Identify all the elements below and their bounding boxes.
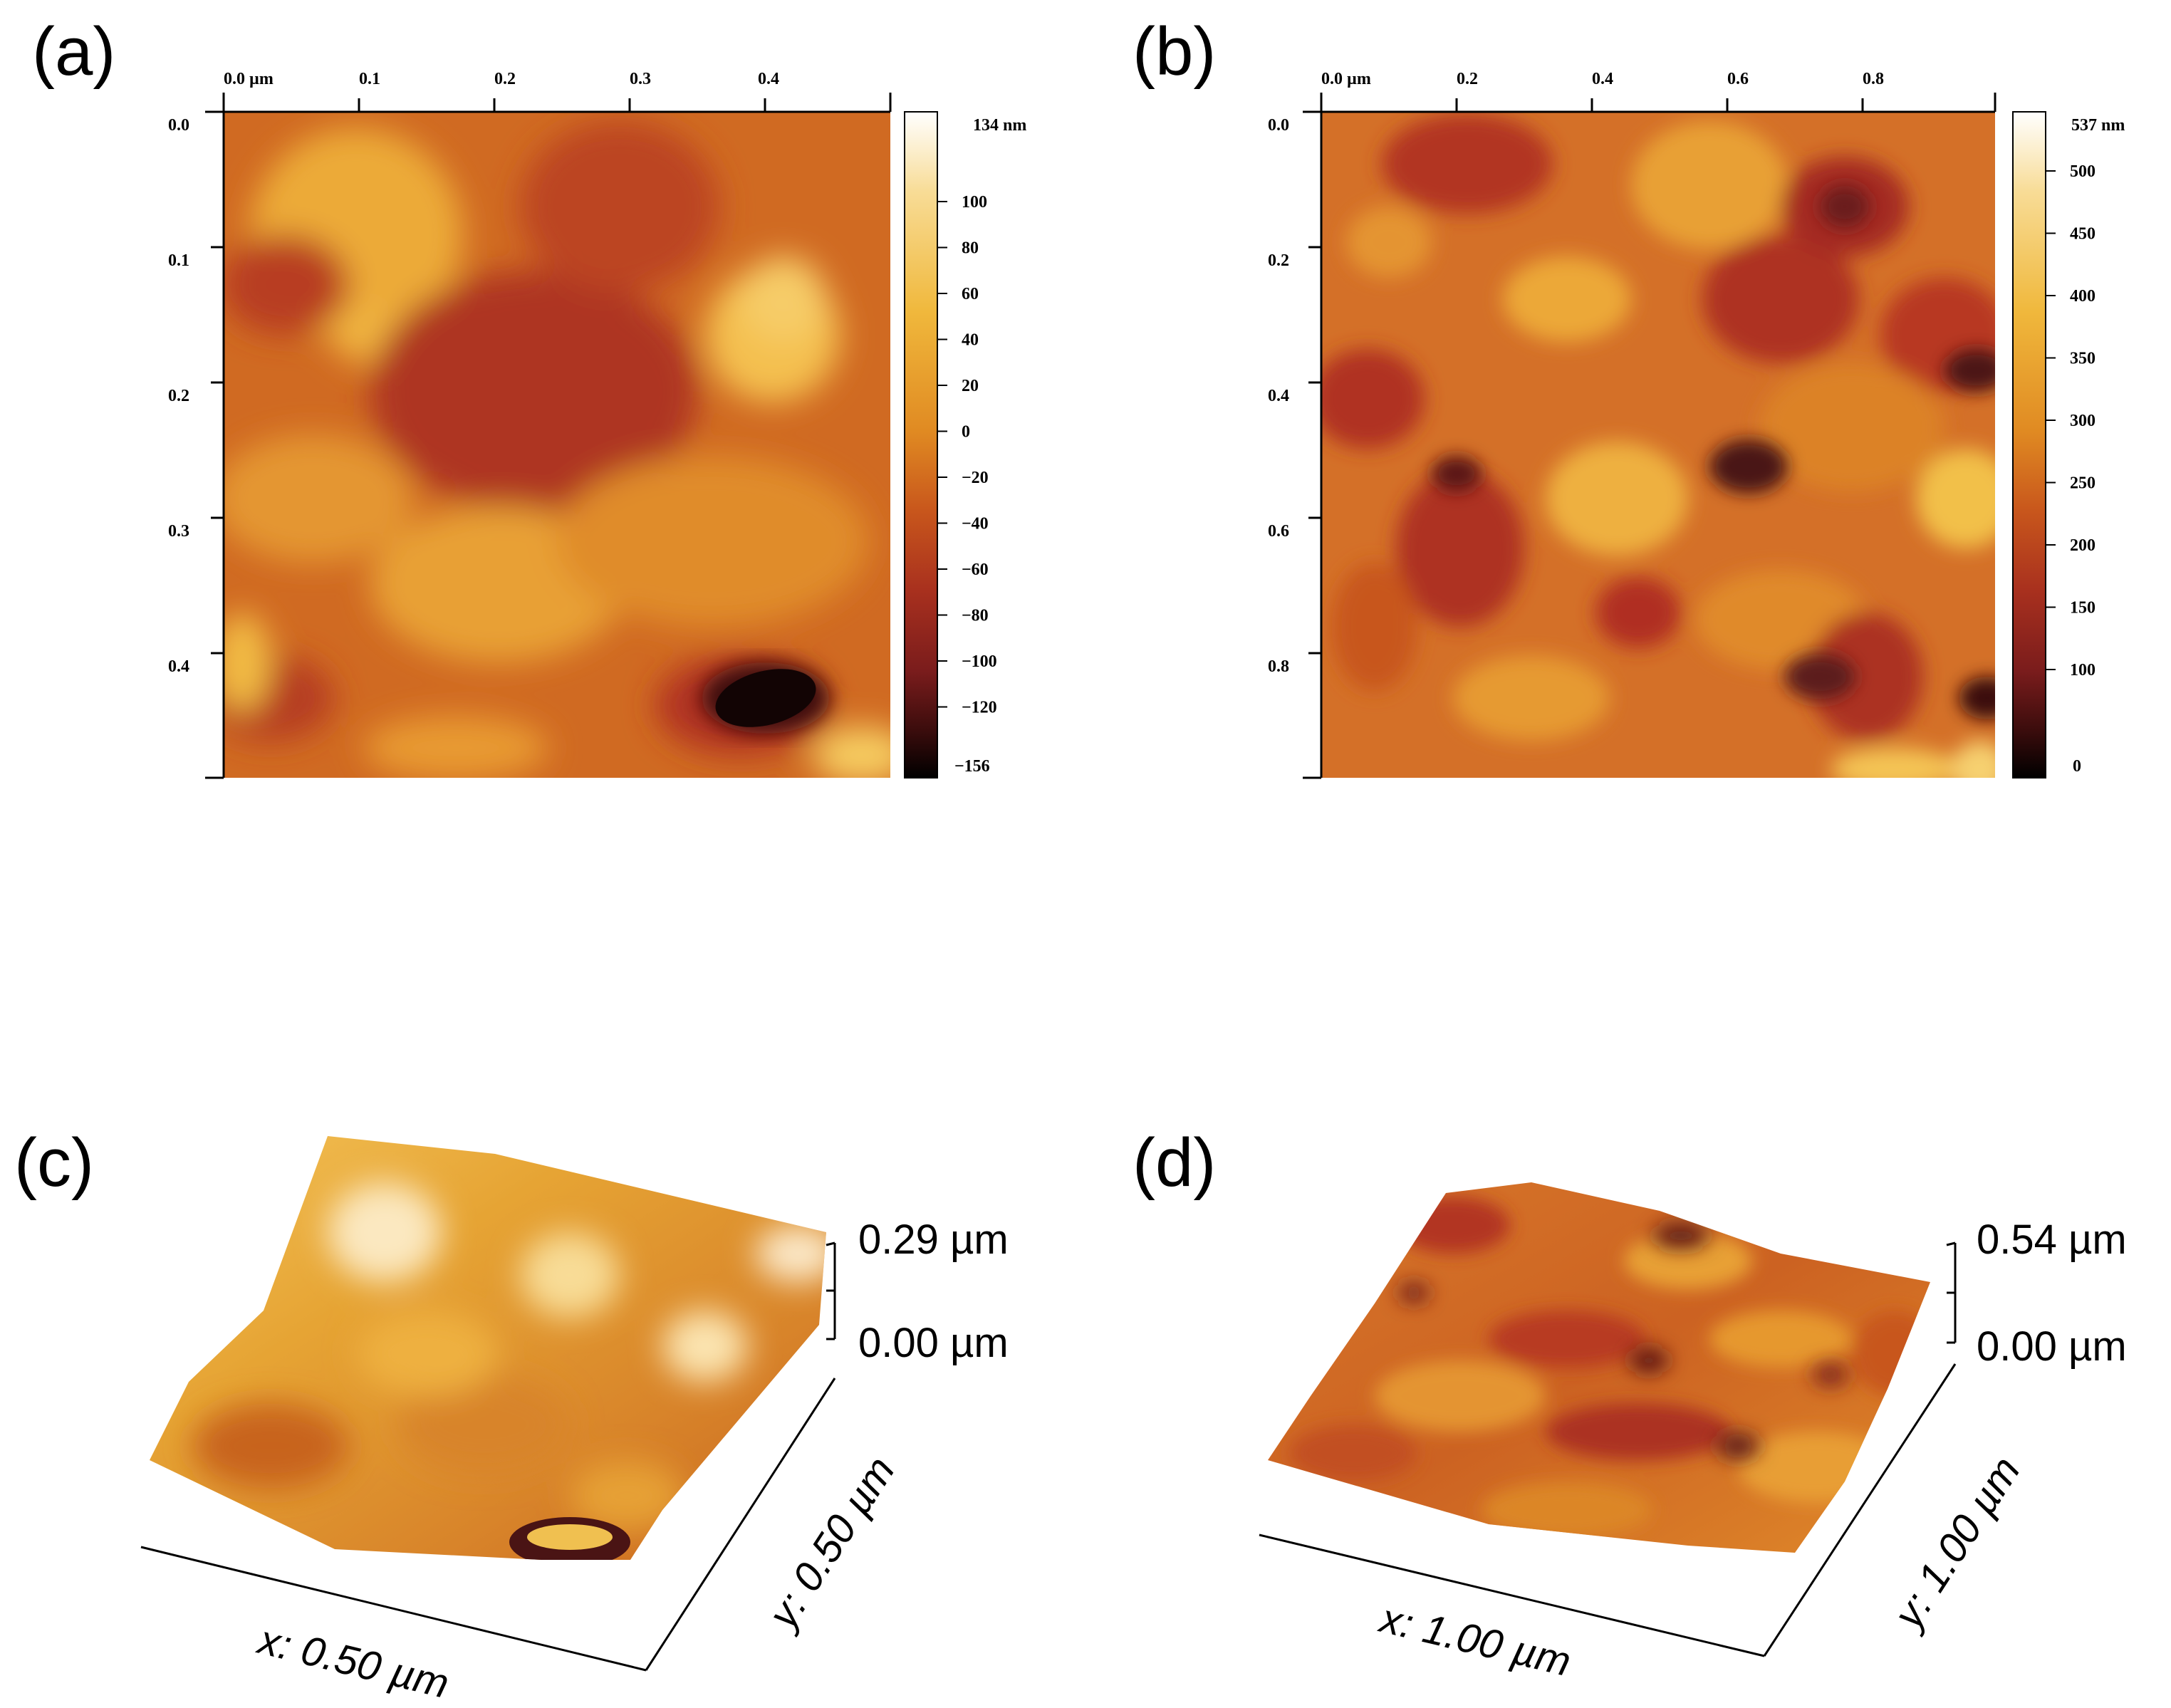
colorbar-tick-label: 40 — [962, 331, 979, 350]
y-tick-label: 0.2 — [168, 387, 189, 405]
colorbar-tick-label: 150 — [2070, 599, 2095, 618]
colorbar-tick-label: 400 — [2070, 287, 2095, 306]
x-tick-label: 0.2 — [1457, 70, 1478, 88]
colorbar-tick-label: 350 — [2070, 350, 2095, 368]
x-tick-label: 0.3 — [630, 70, 651, 88]
panel-a-height-map — [224, 112, 890, 778]
colorbar-min-label: −156 — [954, 757, 990, 776]
y-axis-line — [1763, 1363, 1957, 1657]
x-tick-label: 0.4 — [758, 70, 779, 88]
colorbar-max-label: 134 nm — [973, 116, 1026, 135]
panel-a-letter: (a) — [32, 14, 115, 90]
x-axis-label: x: 0.50 µm — [252, 1616, 454, 1707]
panel-b-letter: (b) — [1133, 14, 1216, 90]
y-tick-label: 0.0 — [168, 116, 189, 135]
y-tick-label: 0.3 — [168, 522, 189, 541]
y-tick-label: 0.0 — [1268, 116, 1289, 135]
colorbar-max-label: 537 nm — [2071, 116, 2125, 135]
colorbar-tick-label: 0 — [962, 423, 970, 442]
colorbar-tick-label: −60 — [962, 561, 989, 579]
panel-c-3d-surface — [150, 1136, 826, 1560]
x-axis-line — [1259, 1533, 1765, 1657]
z-min-label: 0.00 µm — [858, 1320, 1009, 1366]
colorbar-tick-label: 100 — [962, 193, 987, 212]
colorbar-tick-label: −100 — [962, 652, 997, 671]
z-max-label: 0.54 µm — [1977, 1217, 2127, 1263]
colorbar-tick-label: −40 — [962, 515, 989, 533]
panel-b-height-map — [1321, 112, 1995, 778]
y-tick-label: 0.6 — [1268, 522, 1289, 541]
colorbar-tick-label: −120 — [962, 699, 997, 717]
x-axis-label: x: 1.00 µm — [1374, 1595, 1576, 1685]
x-tick-label: 0.6 — [1727, 70, 1749, 88]
colorbar-tick-label: 80 — [962, 239, 979, 258]
panel-b-colorbar: 500 450 400 350 300 250 200 150 100 537 nm 0 — [2012, 111, 2125, 779]
panel-d: (d) — [1133, 1125, 2127, 1685]
x-tick-label: 0.2 — [494, 70, 516, 88]
colorbar-tick-label: 100 — [2070, 661, 2095, 679]
y-tick-label: 0.8 — [1268, 657, 1289, 676]
colorbar-tick-label: 20 — [962, 377, 979, 395]
y-axis-label: y: 0.50 µm — [758, 1449, 904, 1639]
x-axis-line — [140, 1546, 647, 1672]
y-tick-label: 0.4 — [168, 657, 189, 676]
z-max-label: 0.29 µm — [858, 1217, 1009, 1263]
panel-b: (b) — [1133, 14, 2125, 779]
panel-c: (c) 0.29 µm 0.00 µm x: 0.50 µm — [14, 1125, 1009, 1707]
colorbar-tick-label: 200 — [2070, 536, 2095, 555]
x-tick-label: 0.4 — [1592, 70, 1613, 88]
colorbar-min-label: 0 — [2073, 757, 2081, 776]
y-tick-label: 0.4 — [1268, 387, 1289, 405]
colorbar-tick-label: −20 — [962, 469, 989, 487]
y-axis-line — [645, 1378, 836, 1671]
z-min-label: 0.00 µm — [1977, 1323, 2127, 1370]
y-tick-label: 0.1 — [168, 251, 189, 270]
panel-c-letter: (c) — [14, 1125, 94, 1201]
colorbar-tick-label: 500 — [2070, 162, 2095, 181]
panel-a: (a) — [32, 14, 1026, 779]
colorbar-tick-label: 450 — [2070, 225, 2095, 244]
panel-d-3d-surface — [1268, 1182, 1930, 1553]
y-axis-label: y: 1.00 µm — [1883, 1449, 2029, 1639]
colorbar-tick-label: −80 — [962, 607, 989, 625]
panel-d-letter: (d) — [1133, 1125, 1216, 1201]
x-tick-label: 0.1 — [359, 70, 380, 88]
colorbar-tick-label: 250 — [2070, 474, 2095, 493]
colorbar-tick-label: 60 — [962, 285, 979, 303]
x-tick-label: 0.0 µm — [1321, 70, 1371, 88]
colorbar-tick-label: 300 — [2070, 412, 2095, 430]
x-tick-label: 0.0 µm — [224, 70, 274, 88]
x-tick-label: 0.8 — [1863, 70, 1884, 88]
y-tick-label: 0.2 — [1268, 251, 1289, 270]
